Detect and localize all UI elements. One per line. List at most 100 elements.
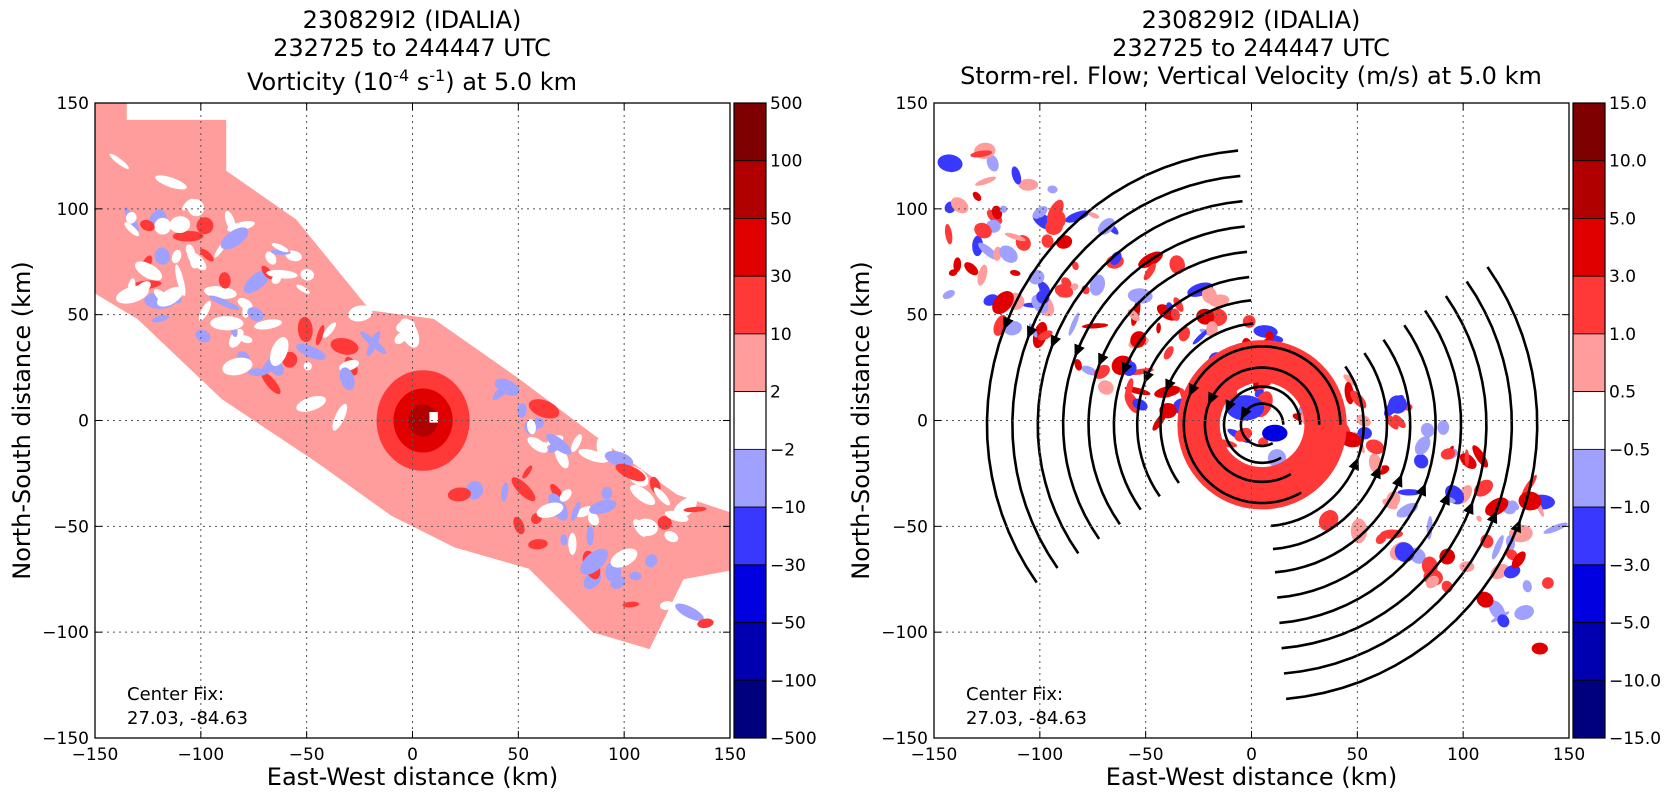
updraft-cell: [972, 191, 982, 202]
colorbar-segment: [733, 102, 767, 162]
updraft-cell: [1491, 535, 1504, 560]
vorticity-cell: [571, 501, 581, 521]
x-tick-label: 150: [714, 745, 746, 765]
updraft-cell: [1425, 575, 1439, 589]
vorticity-cell: [610, 548, 638, 568]
vorticity-cell: [348, 305, 373, 322]
vorticity-cell: [109, 153, 129, 169]
vorticity-cell: [271, 242, 289, 253]
x-axis-label: East-West distance (km): [1106, 763, 1397, 791]
y-axis-label: North-South distance (km): [8, 261, 36, 580]
colorbar-label: 1.0: [1609, 325, 1636, 345]
colorbar-segment: [1572, 506, 1606, 566]
x-tick-label: 0: [407, 745, 418, 765]
y-tick-label: 0: [78, 412, 89, 432]
vorticity-cell: [200, 248, 214, 262]
updraft-cell: [1440, 448, 1456, 460]
vorticity-cell: [140, 219, 155, 232]
colorbar-label: −3.0: [1609, 556, 1650, 576]
x-axis-label: East-West distance (km): [267, 763, 558, 791]
vorticity-cell: [270, 337, 289, 366]
updraft-cell: [1130, 331, 1147, 348]
time-range: 232725 to 244447 UTC: [273, 34, 551, 62]
vertical-velocity-plot: −150 150 −100 100 −50 50 0 0 50 −50 100 −100 150 −150…: [847, 94, 1661, 791]
updraft-cell: [999, 245, 1018, 263]
colorbar-label: −5.0: [1609, 614, 1650, 634]
colorbar-label: 15.0: [1609, 94, 1647, 114]
vorticity-cell: [330, 338, 359, 355]
updraft-cell: [1163, 346, 1174, 360]
updraft-cell: [999, 205, 1008, 213]
vorticity-cell: [237, 297, 253, 310]
center-fix-value: 27.03, -84.63: [966, 708, 1087, 729]
updraft-cell: [1018, 178, 1039, 191]
updraft-cell: [1089, 274, 1106, 296]
updraft-cell: [1206, 321, 1218, 337]
colorbar-segment: [733, 333, 767, 393]
vorticity-panel: 230829I2 (IDALIA) 232725 to 244447 UTC V…: [0, 0, 838, 797]
vorticity-cell: [511, 477, 536, 502]
updraft-cell: [1070, 283, 1079, 291]
updraft-cell: [1396, 502, 1418, 518]
y-tick-label: 0: [917, 412, 928, 432]
colorbar-segment: [1572, 448, 1606, 508]
vorticity-cell: [175, 264, 186, 297]
y-tick-label: 50: [906, 306, 928, 326]
colorbar-label: −0.5: [1609, 440, 1650, 460]
downdraft-core: [1262, 424, 1288, 442]
colorbar-label: 10: [770, 325, 792, 345]
vorticity-cell: [559, 489, 572, 502]
vorticity-cell: [604, 450, 634, 467]
vorticity-cell: [399, 318, 420, 348]
updraft-cell: [1375, 533, 1387, 545]
updraft-cell: [1511, 551, 1526, 569]
vorticity-cell: [300, 268, 315, 281]
vorticity-cell: [657, 515, 672, 530]
updraft-cell: [977, 264, 988, 286]
colorbar-frame: [1572, 102, 1606, 739]
updraft-cell: [1393, 414, 1406, 429]
y-tick-label: −50: [892, 517, 928, 537]
field-title: Vorticity (10-4 s-1) at 5.0 km: [246, 66, 578, 96]
vorticity-cell: [182, 198, 194, 211]
vorticity-cell: [266, 269, 298, 279]
x-tick-label: −100: [1016, 745, 1063, 765]
updraft-cell: [1414, 454, 1429, 469]
updraft-cell: [1081, 365, 1097, 376]
vorticity-cell: [134, 261, 163, 281]
colorbar-label: 500: [770, 94, 802, 114]
eyewall-ring: [1177, 340, 1347, 510]
vorticity-title: 230829I2 (IDALIA) 232725 to 244447 UTC V…: [62, 6, 762, 96]
colorbar-label: 100: [770, 152, 802, 172]
updraft-cell: [1201, 286, 1217, 304]
updraft-cell: [1503, 565, 1521, 579]
vorticity-cell: [254, 319, 282, 330]
vorticity-cell: [322, 322, 337, 339]
updraft-cell: [1127, 288, 1153, 304]
vorticity-cell: [127, 278, 136, 297]
updraft-cell: [1397, 489, 1422, 496]
streamline-arrow: [1208, 391, 1219, 406]
vorticity-cell: [578, 448, 609, 463]
colorbar-label: 2: [770, 383, 781, 403]
updraft-cell: [1169, 255, 1185, 275]
data-layer: [937, 142, 1568, 701]
streamline-arrow: [1392, 473, 1403, 488]
vorticity-cell: [297, 316, 313, 343]
vertical-velocity-panel: 230829I2 (IDALIA) 232725 to 244447 UTC S…: [839, 0, 1677, 797]
vorticity-cell: [664, 510, 689, 522]
vorticity-cell: [261, 372, 281, 395]
vorticity-cell: [265, 251, 277, 265]
updraft-cell: [1004, 232, 1026, 242]
colorbar-label: −10.0: [1609, 671, 1661, 691]
updraft-cell: [972, 235, 984, 257]
vorticity-cell: [576, 506, 593, 518]
vorticity-cell: [550, 483, 563, 500]
vortex-eye: [429, 412, 438, 423]
colorbar-segment: [733, 391, 767, 450]
vorticity-cell: [315, 324, 325, 346]
vorticity-cell: [683, 506, 707, 513]
center-fix-label: Center Fix:: [966, 684, 1063, 705]
colorbar-segment: [733, 160, 767, 219]
vorticity-cell: [296, 395, 327, 412]
